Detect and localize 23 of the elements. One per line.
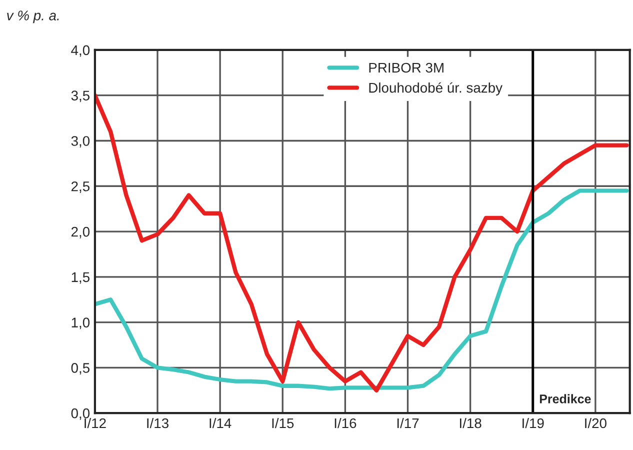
x-tick-label: I/20 <box>585 418 606 428</box>
y-tick-label: 4,0 <box>71 45 90 57</box>
y-tick-label: 2,0 <box>71 226 90 238</box>
ref-line-label: Predikce <box>540 394 591 404</box>
line-series <box>94 188 629 391</box>
x-tick-label: I/19 <box>522 418 544 428</box>
x-tick-label: I/18 <box>460 418 482 428</box>
y-tick-label: 3,5 <box>71 90 90 102</box>
legend-label: Dlouhodobé úr. sazby <box>369 82 502 96</box>
x-tick-label: I/16 <box>334 418 356 428</box>
x-tick-label: I/17 <box>397 418 419 428</box>
y-tick-label: 2,5 <box>71 181 90 193</box>
x-tick-label: I/14 <box>210 418 232 428</box>
x-tick-label: I/13 <box>147 418 168 428</box>
y-tick-label: 0,5 <box>71 363 90 375</box>
y-axis-title: v % p. a. <box>7 10 59 24</box>
x-tick-label: I/15 <box>272 418 294 428</box>
y-tick-label: 1,5 <box>72 272 90 284</box>
legend-label: PRIBOR 3M <box>369 62 444 73</box>
y-tick-label: 3,0 <box>71 136 90 148</box>
y-tick-label: 1,0 <box>72 318 90 330</box>
x-tick-label: I/12 <box>84 418 106 428</box>
y-tick-label: 0,0 <box>71 408 90 420</box>
